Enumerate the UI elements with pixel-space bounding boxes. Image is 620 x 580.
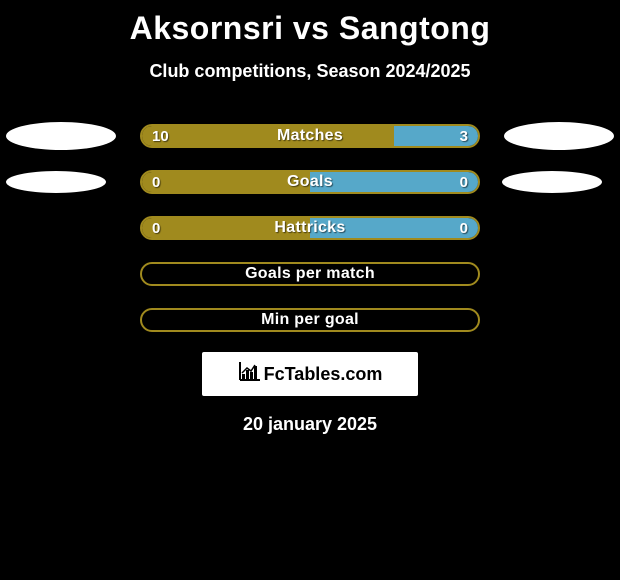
stat-row-goals-per-match: Goals per match bbox=[0, 260, 620, 288]
attribution-text: FcTables.com bbox=[264, 364, 383, 385]
stat-label: Min per goal bbox=[142, 310, 478, 330]
bar-chart-icon bbox=[238, 362, 260, 387]
player-right-ellipse bbox=[504, 122, 614, 150]
stat-bar: Min per goal bbox=[140, 308, 480, 332]
player-left-ellipse bbox=[6, 122, 116, 150]
stat-bar: 10 Matches 3 bbox=[140, 124, 480, 148]
stat-bar: 0 Hattricks 0 bbox=[140, 216, 480, 240]
stat-label: Hattricks bbox=[142, 218, 478, 238]
player-left-ellipse bbox=[6, 171, 106, 193]
player-right-ellipse bbox=[502, 171, 602, 193]
stat-rows: 10 Matches 3 0 Goals 0 0 Hattricks 0 Goa… bbox=[0, 122, 620, 334]
stat-label: Matches bbox=[142, 126, 478, 146]
stat-row-goals: 0 Goals 0 bbox=[0, 168, 620, 196]
stat-right-value: 0 bbox=[460, 218, 468, 238]
attribution-badge[interactable]: FcTables.com bbox=[202, 352, 418, 396]
stat-label: Goals bbox=[142, 172, 478, 192]
stat-bar: 0 Goals 0 bbox=[140, 170, 480, 194]
date-label: 20 january 2025 bbox=[0, 414, 620, 435]
stat-row-min-per-goal: Min per goal bbox=[0, 306, 620, 334]
stat-row-matches: 10 Matches 3 bbox=[0, 122, 620, 150]
stat-row-hattricks: 0 Hattricks 0 bbox=[0, 214, 620, 242]
subtitle: Club competitions, Season 2024/2025 bbox=[0, 61, 620, 82]
stat-right-value: 0 bbox=[460, 172, 468, 192]
page-title: Aksornsri vs Sangtong bbox=[0, 0, 620, 47]
stat-right-value: 3 bbox=[460, 126, 468, 146]
stat-label: Goals per match bbox=[142, 264, 478, 284]
stat-bar: Goals per match bbox=[140, 262, 480, 286]
